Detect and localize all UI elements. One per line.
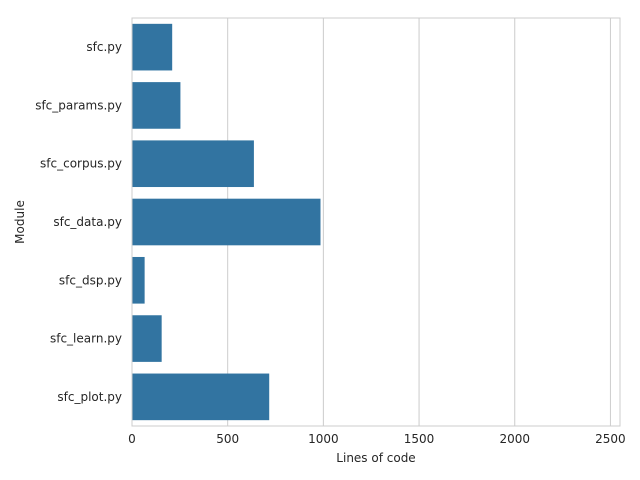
- x-tick-label: 500: [216, 432, 239, 446]
- x-tick-labels: 0 500 1000 1500 2000 2500: [128, 432, 626, 446]
- y-tick-label: sfc_params.py: [35, 98, 122, 112]
- plot-frame: [131, 17, 621, 427]
- bar: [132, 315, 162, 362]
- y-tick-label: sfc_dsp.py: [59, 273, 122, 287]
- bar: [132, 23, 173, 71]
- bar: [132, 82, 181, 129]
- axes-frame: [131, 17, 621, 427]
- bar: [132, 373, 270, 421]
- x-tick-label: 2500: [595, 432, 626, 446]
- y-tick-labels: sfc.py sfc_params.py sfc_corpus.py sfc_data…: [35, 40, 122, 404]
- y-tick-label: sfc.py: [86, 40, 122, 54]
- bar: [132, 198, 321, 246]
- x-axis-title: Lines of code: [336, 451, 415, 465]
- bar: [132, 256, 145, 304]
- bars: [132, 23, 321, 421]
- y-tick-label: sfc_data.py: [53, 215, 122, 229]
- x-tick-label: 0: [128, 432, 136, 446]
- bar: [132, 140, 254, 188]
- y-axis-title: Module: [13, 200, 27, 244]
- y-tick-label: sfc_plot.py: [57, 390, 122, 404]
- x-tick-label: 1000: [308, 432, 339, 446]
- y-tick-label: sfc_corpus.py: [40, 157, 122, 171]
- x-tick-label: 1500: [404, 432, 435, 446]
- x-tick-label: 2000: [499, 432, 530, 446]
- y-tick-label: sfc_learn.py: [50, 332, 122, 346]
